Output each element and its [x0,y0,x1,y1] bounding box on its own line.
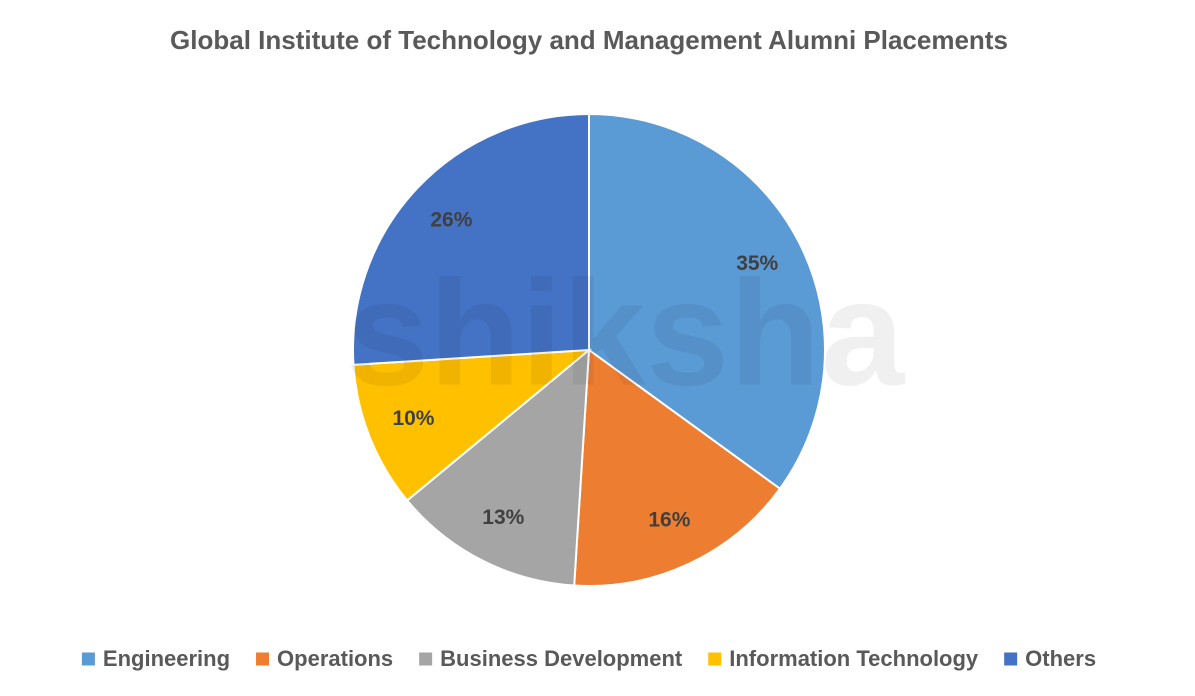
pie-slice [352,348,593,502]
legend-swatch [1004,652,1018,666]
legend-swatch [708,652,722,666]
watermark: shiksha [346,249,906,417]
pie-slice [588,112,826,491]
data-label: 13% [482,506,524,529]
legend-label: Others [1025,646,1096,671]
legend-label: Engineering [103,646,230,671]
data-label: 16% [648,508,690,531]
data-label: 35% [736,252,778,275]
data-label: 26% [430,208,472,231]
data-label: 10% [392,407,434,430]
pie-slice [573,348,782,587]
legend-swatch [81,652,95,666]
pie-slice [405,347,591,587]
pie-slice [352,112,590,366]
legend-swatch [256,652,270,666]
legend-label: Information Technology [729,646,979,671]
chart-title: Global Institute of Technology and Manag… [170,25,1008,55]
legend-label: Business Development [440,646,683,671]
legend-swatch [419,652,433,666]
legend-label: Operations [277,646,393,671]
